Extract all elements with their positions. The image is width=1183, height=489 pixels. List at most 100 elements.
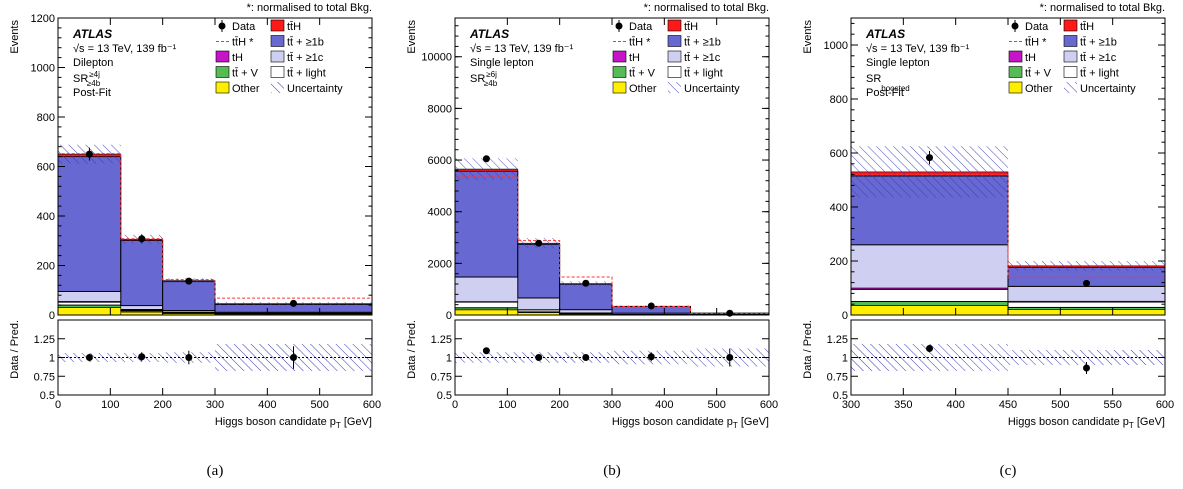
ratio-uncert-bin-2 [1008, 350, 1165, 365]
ytick-label: 800 [830, 94, 848, 106]
ylabel-ratio: Data / Pred. [802, 320, 814, 379]
legend-label: tt̄ + ≥1b [287, 36, 324, 48]
legend-swatch-ttlight [270, 66, 285, 78]
xlabel-main: Higgs boson candidate p [612, 416, 733, 428]
bar-ttb-bin-2 [517, 243, 561, 299]
xlabel: Higgs boson candidate pT [GeV] [1008, 416, 1165, 430]
legend-label: Other [629, 83, 657, 95]
xtick-label: 550 [1103, 399, 1121, 411]
ratio-ytick-label: 0.5 [40, 390, 55, 402]
region-sup: ≥6j [486, 70, 497, 79]
xtick-label: 450 [999, 399, 1017, 411]
ytick-label: 6000 [428, 155, 452, 167]
ytick-label: 1200 [31, 13, 55, 25]
xtick-label: 400 [655, 399, 673, 411]
data-point-5 [726, 309, 734, 317]
xlabel-sub: T [733, 421, 738, 430]
ratio-ytick-label: 1.25 [34, 334, 55, 346]
data-point-2 [1083, 279, 1090, 287]
xtick-label: 500 [1051, 399, 1069, 411]
legend-uncert-swatch [271, 82, 284, 93]
legend-label: Other [232, 83, 260, 95]
legend-label: tt̄ + ≥1b [684, 36, 721, 48]
legend-swatch-ttV [215, 66, 230, 78]
bar-ttb-bin-3 [559, 283, 613, 311]
legend-swatch-ttV [612, 66, 627, 78]
legend-label: tt̄ + V [629, 67, 656, 79]
bar-ttc-bin-2 [120, 305, 163, 310]
legend-swatch-other [1008, 81, 1023, 94]
legend-label: tH [232, 52, 243, 64]
data-point-1 [926, 154, 933, 162]
tth-star-line [454, 176, 769, 315]
ratio-point-4 [290, 354, 297, 361]
legend-label: tt̄H * [1025, 36, 1047, 48]
fit-label: Post-Fit [73, 87, 111, 99]
legend-label: tt̄ + V [1025, 67, 1052, 79]
legend-label: Other [1025, 83, 1053, 95]
ylabel-events: Events [9, 20, 21, 54]
legend-label: tt̄ + light [287, 67, 326, 79]
ytick-label: 8000 [428, 103, 452, 115]
legend-label: tt̄ + ≥1c [1080, 52, 1117, 64]
ytick-label: 600 [37, 162, 55, 174]
uncertainty-band-bin-2 [1008, 261, 1165, 271]
bar-ttc-bin-1 [850, 244, 1009, 289]
fit-label: Post-Fit [866, 87, 904, 99]
ytick-label: 1000 [824, 40, 848, 52]
data-point-2 [535, 239, 543, 247]
ytick-label: 4000 [428, 207, 452, 219]
xtick-label: 400 [946, 399, 964, 411]
energy-lumi-label: √s = 13 TeV, 139 fb⁻¹ [470, 43, 574, 55]
xtick-label: 400 [258, 399, 276, 411]
data-point-3 [185, 277, 193, 285]
legend-swatch-tH [215, 50, 230, 63]
legend-uncert-swatch [1064, 82, 1077, 93]
bar-ttc-bin-1 [57, 291, 122, 302]
energy-lumi-label: √s = 13 TeV, 139 fb⁻¹ [866, 43, 970, 55]
legend-label: tH [629, 52, 640, 64]
xlabel-unit: [GeV] [1134, 416, 1165, 428]
legend-label: tH [1025, 52, 1036, 64]
xlabel-main: Higgs boson candidate p [215, 416, 336, 428]
region-sub: boosted [881, 84, 909, 93]
xtick-label: 500 [310, 399, 328, 411]
bar-ttb-bin-2 [120, 240, 164, 307]
atlas-label: ATLAS [865, 27, 905, 41]
panel-caption: (c) [1000, 463, 1017, 479]
legend-label: Data [1025, 21, 1049, 33]
uncertainty-band-bin-1 [455, 158, 518, 180]
legend-swatch-ttlight [1063, 66, 1078, 78]
ytick-label: 400 [830, 202, 848, 214]
legend-label: Uncertainty [287, 83, 343, 95]
ratio-ytick-label: 1.25 [827, 334, 848, 346]
xtick-label: 100 [498, 399, 516, 411]
ytick-label: 200 [37, 261, 55, 273]
legend-label: Uncertainty [684, 83, 740, 95]
xtick-label: 200 [550, 399, 568, 411]
legend-uncert-swatch [668, 82, 681, 93]
panel-caption: (b) [603, 463, 621, 479]
bar-ttc-bin-2 [517, 297, 560, 310]
normalisation-note: *: normalised to total Bkg. [1040, 2, 1165, 14]
ratio-ytick-label: 1 [446, 353, 452, 365]
ytick-label: 400 [37, 211, 55, 223]
chart-panel-3: 0 200 400 600 800 1000 Events ATLAS √s = 13 TeV,… [802, 2, 1174, 479]
bar-ttc-bin-1 [454, 276, 519, 302]
bar-ttV-bin-1 [850, 301, 1009, 306]
ratio-ytick-label: 0.5 [833, 390, 848, 402]
channel-label: Single lepton [470, 57, 534, 69]
ratio-point-4 [647, 353, 655, 361]
data-point-1 [85, 150, 93, 158]
ratio-point-1 [482, 347, 490, 355]
ratio-point-5 [726, 354, 734, 361]
bar-ttlight-bin-1 [850, 288, 1009, 303]
legend-swatch-ttV [1008, 66, 1023, 78]
legend-label: Uncertainty [1080, 83, 1136, 95]
xtick-label: 200 [153, 399, 171, 411]
legend-label: tt̄H [684, 21, 698, 33]
ytick-label: 600 [830, 148, 848, 160]
xtick-label: 600 [363, 399, 381, 411]
ytick-label: 800 [37, 112, 55, 124]
